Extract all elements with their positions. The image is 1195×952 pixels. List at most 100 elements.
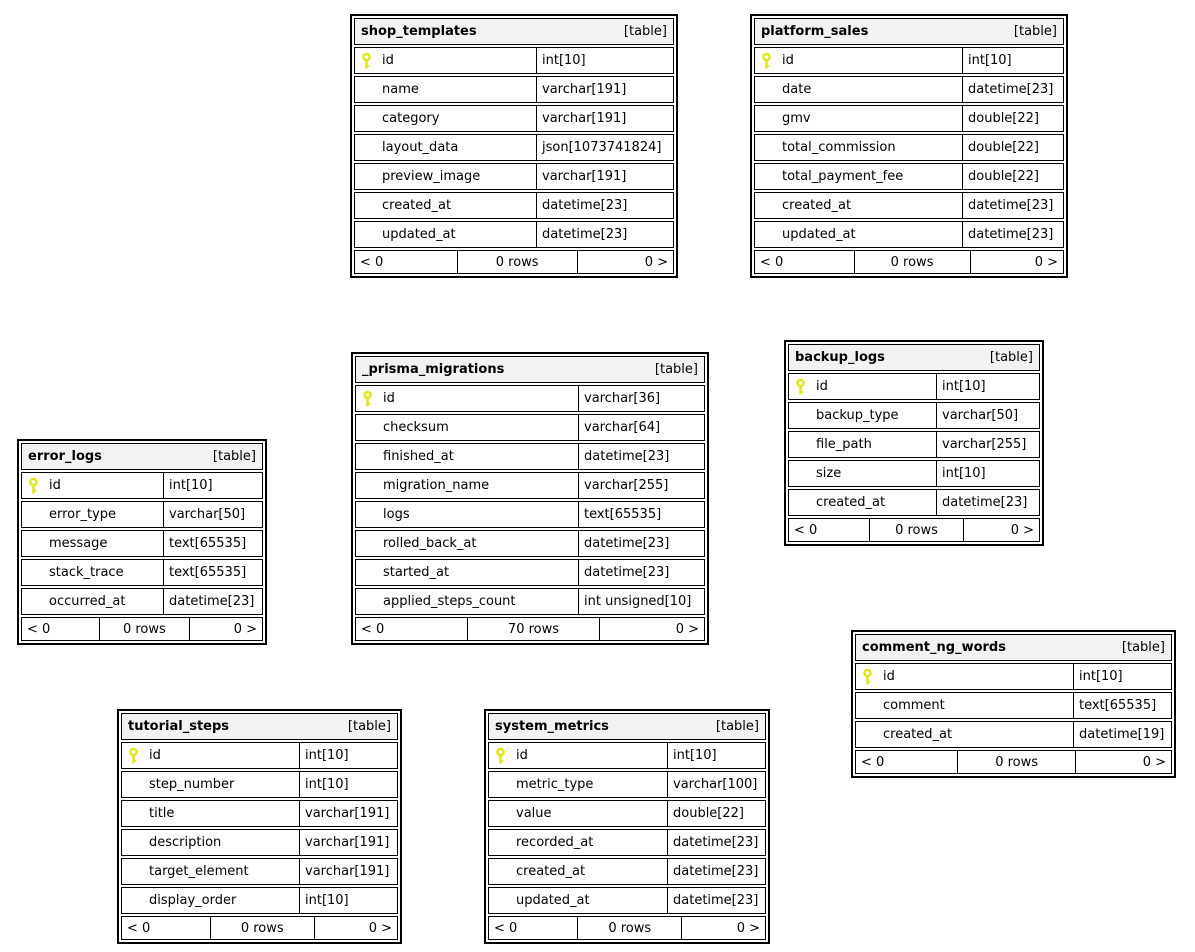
- column-name-cell: id: [755, 48, 962, 73]
- table-column-row[interactable]: checksum varchar[64]: [355, 414, 705, 441]
- pager-prev[interactable]: < 0: [360, 254, 384, 270]
- pager-next[interactable]: 0 >: [368, 920, 392, 936]
- table-column-row[interactable]: title varchar[191]: [121, 800, 398, 827]
- table-column-row[interactable]: step_number int[10]: [121, 771, 398, 798]
- table-column-row[interactable]: description varchar[191]: [121, 829, 398, 856]
- table-column-row[interactable]: display_order int[10]: [121, 887, 398, 914]
- table-column-row[interactable]: total_payment_fee double[22]: [754, 163, 1064, 190]
- table-column-row[interactable]: message text[65535]: [21, 530, 263, 557]
- column-name: id: [782, 53, 794, 68]
- table-column-row[interactable]: total_commission double[22]: [754, 134, 1064, 161]
- column-type-cell: double[22]: [667, 801, 765, 826]
- pager-prev[interactable]: < 0: [494, 920, 518, 936]
- table-column-row[interactable]: occurred_at datetime[23]: [21, 588, 263, 615]
- pager-next[interactable]: 0 >: [675, 621, 699, 637]
- row-count: 0 rows: [869, 519, 964, 541]
- table-column-row[interactable]: migration_name varchar[255]: [355, 472, 705, 499]
- table-column-row[interactable]: applied_steps_count int unsigned[10]: [355, 588, 705, 615]
- column-name: step_number: [149, 777, 235, 792]
- table-column-row[interactable]: updated_at datetime[23]: [754, 221, 1064, 248]
- column-type-cell: int[10]: [299, 888, 397, 913]
- table-column-row[interactable]: id int[10]: [488, 742, 766, 769]
- table-header[interactable]: backup_logs [table]: [788, 344, 1040, 371]
- table-column-row[interactable]: logs text[65535]: [355, 501, 705, 528]
- table-column-row[interactable]: id int[10]: [754, 47, 1064, 74]
- column-type: datetime[23]: [584, 449, 670, 464]
- pager-prev[interactable]: < 0: [760, 254, 784, 270]
- column-name-cell: backup_type: [789, 403, 936, 428]
- column-type-cell: text[65535]: [163, 531, 262, 556]
- table-column-row[interactable]: id int[10]: [354, 47, 674, 74]
- table-column-row[interactable]: created_at datetime[23]: [788, 489, 1040, 516]
- table-entity-error_logs[interactable]: error_logs [table] id int[10]: [17, 439, 267, 645]
- column-name: gmv: [782, 111, 811, 126]
- column-name-cell: error_type: [22, 502, 163, 527]
- table-header[interactable]: platform_sales [table]: [754, 18, 1064, 45]
- table-column-row[interactable]: updated_at datetime[23]: [488, 887, 766, 914]
- table-entity-comment_ng_words[interactable]: comment_ng_words [table] id int[10]: [851, 630, 1176, 778]
- pager-prev[interactable]: < 0: [127, 920, 151, 936]
- column-type: datetime[23]: [673, 864, 759, 879]
- table-header[interactable]: tutorial_steps [table]: [121, 713, 398, 740]
- table-column-row[interactable]: comment text[65535]: [855, 692, 1172, 719]
- column-type: varchar[100]: [673, 777, 758, 792]
- table-column-row[interactable]: name varchar[191]: [354, 76, 674, 103]
- pager-prev[interactable]: < 0: [794, 522, 818, 538]
- pager-next[interactable]: 0 >: [1010, 522, 1034, 538]
- table-column-row[interactable]: id int[10]: [788, 373, 1040, 400]
- table-column-row[interactable]: id int[10]: [855, 663, 1172, 690]
- table-column-row[interactable]: created_at datetime[23]: [754, 192, 1064, 219]
- pager-prev[interactable]: < 0: [27, 621, 51, 637]
- column-name: display_order: [149, 893, 237, 908]
- column-type-cell: varchar[64]: [578, 415, 704, 440]
- table-column-row[interactable]: file_path varchar[255]: [788, 431, 1040, 458]
- table-entity-system_metrics[interactable]: system_metrics [table] id int[10]: [484, 709, 770, 944]
- table-column-row[interactable]: updated_at datetime[23]: [354, 221, 674, 248]
- table-column-row[interactable]: date datetime[23]: [754, 76, 1064, 103]
- pager-prev[interactable]: < 0: [861, 754, 885, 770]
- table-column-row[interactable]: started_at datetime[23]: [355, 559, 705, 586]
- table-column-row[interactable]: value double[22]: [488, 800, 766, 827]
- table-column-row[interactable]: id int[10]: [21, 472, 263, 499]
- pager-next[interactable]: 0 >: [1142, 754, 1166, 770]
- column-name: title: [149, 806, 175, 821]
- table-column-row[interactable]: created_at datetime[19]: [855, 721, 1172, 748]
- table-column-row[interactable]: preview_image varchar[191]: [354, 163, 674, 190]
- table-column-row[interactable]: layout_data json[1073741824]: [354, 134, 674, 161]
- pager-next[interactable]: 0 >: [1034, 254, 1058, 270]
- table-entity-_prisma_migrations[interactable]: _prisma_migrations [table] id varchar[36…: [351, 352, 709, 645]
- pager-next[interactable]: 0 >: [644, 254, 668, 270]
- table-column-row[interactable]: id varchar[36]: [355, 385, 705, 412]
- table-entity-backup_logs[interactable]: backup_logs [table] id int[10]: [784, 340, 1044, 546]
- pager-next[interactable]: 0 >: [233, 621, 257, 637]
- table-column-row[interactable]: created_at datetime[23]: [488, 858, 766, 885]
- column-type-cell: varchar[255]: [578, 473, 704, 498]
- column-name: logs: [383, 507, 410, 522]
- table-column-row[interactable]: created_at datetime[23]: [354, 192, 674, 219]
- table-entity-tutorial_steps[interactable]: tutorial_steps [table] id int[10]: [117, 709, 402, 944]
- table-column-row[interactable]: stack_trace text[65535]: [21, 559, 263, 586]
- table-header[interactable]: system_metrics [table]: [488, 713, 766, 740]
- column-name: id: [382, 53, 394, 68]
- table-header[interactable]: _prisma_migrations [table]: [355, 356, 705, 383]
- table-column-row[interactable]: category varchar[191]: [354, 105, 674, 132]
- table-column-row[interactable]: target_element varchar[191]: [121, 858, 398, 885]
- table-header[interactable]: error_logs [table]: [21, 443, 263, 470]
- pager-next[interactable]: 0 >: [736, 920, 760, 936]
- table-entity-platform_sales[interactable]: platform_sales [table] id int[10]: [750, 14, 1068, 278]
- table-column-row[interactable]: error_type varchar[50]: [21, 501, 263, 528]
- table-header[interactable]: shop_templates [table]: [354, 18, 674, 45]
- table-header[interactable]: comment_ng_words [table]: [855, 634, 1172, 661]
- table-column-row[interactable]: metric_type varchar[100]: [488, 771, 766, 798]
- pager-prev[interactable]: < 0: [361, 621, 385, 637]
- table-column-row[interactable]: gmv double[22]: [754, 105, 1064, 132]
- table-column-row[interactable]: finished_at datetime[23]: [355, 443, 705, 470]
- table-entity-shop_templates[interactable]: shop_templates [table] id int[10]: [350, 14, 678, 278]
- table-column-row[interactable]: recorded_at datetime[23]: [488, 829, 766, 856]
- table-column-row[interactable]: size int[10]: [788, 460, 1040, 487]
- column-type: int[10]: [542, 53, 586, 68]
- table-column-row[interactable]: id int[10]: [121, 742, 398, 769]
- table-column-row[interactable]: backup_type varchar[50]: [788, 402, 1040, 429]
- table-column-row[interactable]: rolled_back_at datetime[23]: [355, 530, 705, 557]
